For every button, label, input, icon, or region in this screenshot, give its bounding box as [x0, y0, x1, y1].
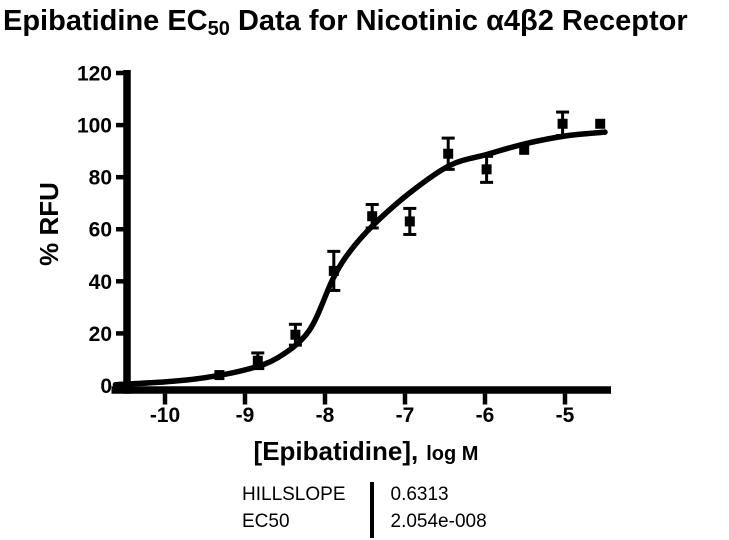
data-point-marker — [519, 144, 530, 155]
results-value-column: 0.6313 2.054e-008 — [374, 481, 487, 538]
y-tick-label: 120 — [77, 62, 112, 85]
hillslope-value: 0.6313 — [390, 484, 449, 505]
data-point-marker — [252, 355, 263, 366]
hillslope-label: HILLSLOPE — [242, 484, 346, 505]
fit-results-table: HILLSLOPE EC50 0.6313 2.054e-008 — [242, 481, 487, 538]
data-point-marker — [443, 148, 454, 159]
y-tick-label: 0 — [100, 375, 112, 398]
y-tick-label: 100 — [77, 115, 112, 138]
data-point-marker — [557, 118, 568, 129]
y-axis-title: % RFU — [34, 182, 64, 266]
y-tick-label: 40 — [89, 271, 112, 294]
x-axis-title-main: [Epibatidine], — [254, 436, 419, 466]
data-point-marker — [328, 265, 339, 276]
chart-title-text-2: Data for Nicotinic α4β2 Receptor — [229, 5, 688, 37]
chart-title-text: Epibatidine EC — [3, 5, 208, 37]
x-axis-title: [Epibatidine], log M — [254, 436, 479, 466]
x-tick-label: -9 — [236, 404, 255, 427]
plot-dynamic: 0 20 40 60 80 100 120 -10 -9 -8 -7 -6 -5 — [77, 62, 608, 427]
data-point-marker — [290, 329, 301, 340]
results-table-divider — [370, 482, 374, 538]
x-tick-label: -6 — [476, 404, 495, 427]
y-tick-label: 80 — [89, 167, 112, 190]
x-axis-title-suffix: log M — [426, 443, 478, 465]
y-tick-label: 20 — [89, 323, 112, 346]
fit-curve — [112, 129, 608, 388]
chart-title: Epibatidine EC50 Data for Nicotinic α4β2… — [3, 3, 688, 47]
x-tick-label: -7 — [396, 404, 415, 427]
ec50-value: 2.054e-008 — [390, 511, 487, 532]
x-tick-label: -8 — [316, 404, 335, 427]
y-tick-label: 60 — [89, 219, 112, 242]
data-point-marker — [595, 118, 606, 129]
ec50-label: EC50 — [242, 511, 290, 532]
data-point-marker — [214, 370, 225, 381]
results-label-column: HILLSLOPE EC50 — [242, 481, 370, 538]
x-tick-label: -5 — [556, 404, 575, 427]
x-tick-label: -10 — [150, 404, 180, 427]
data-point-marker — [404, 216, 415, 227]
data-point-marker — [481, 164, 492, 175]
chart-title-subscript: 50 — [207, 18, 230, 40]
data-point-marker — [367, 211, 378, 222]
